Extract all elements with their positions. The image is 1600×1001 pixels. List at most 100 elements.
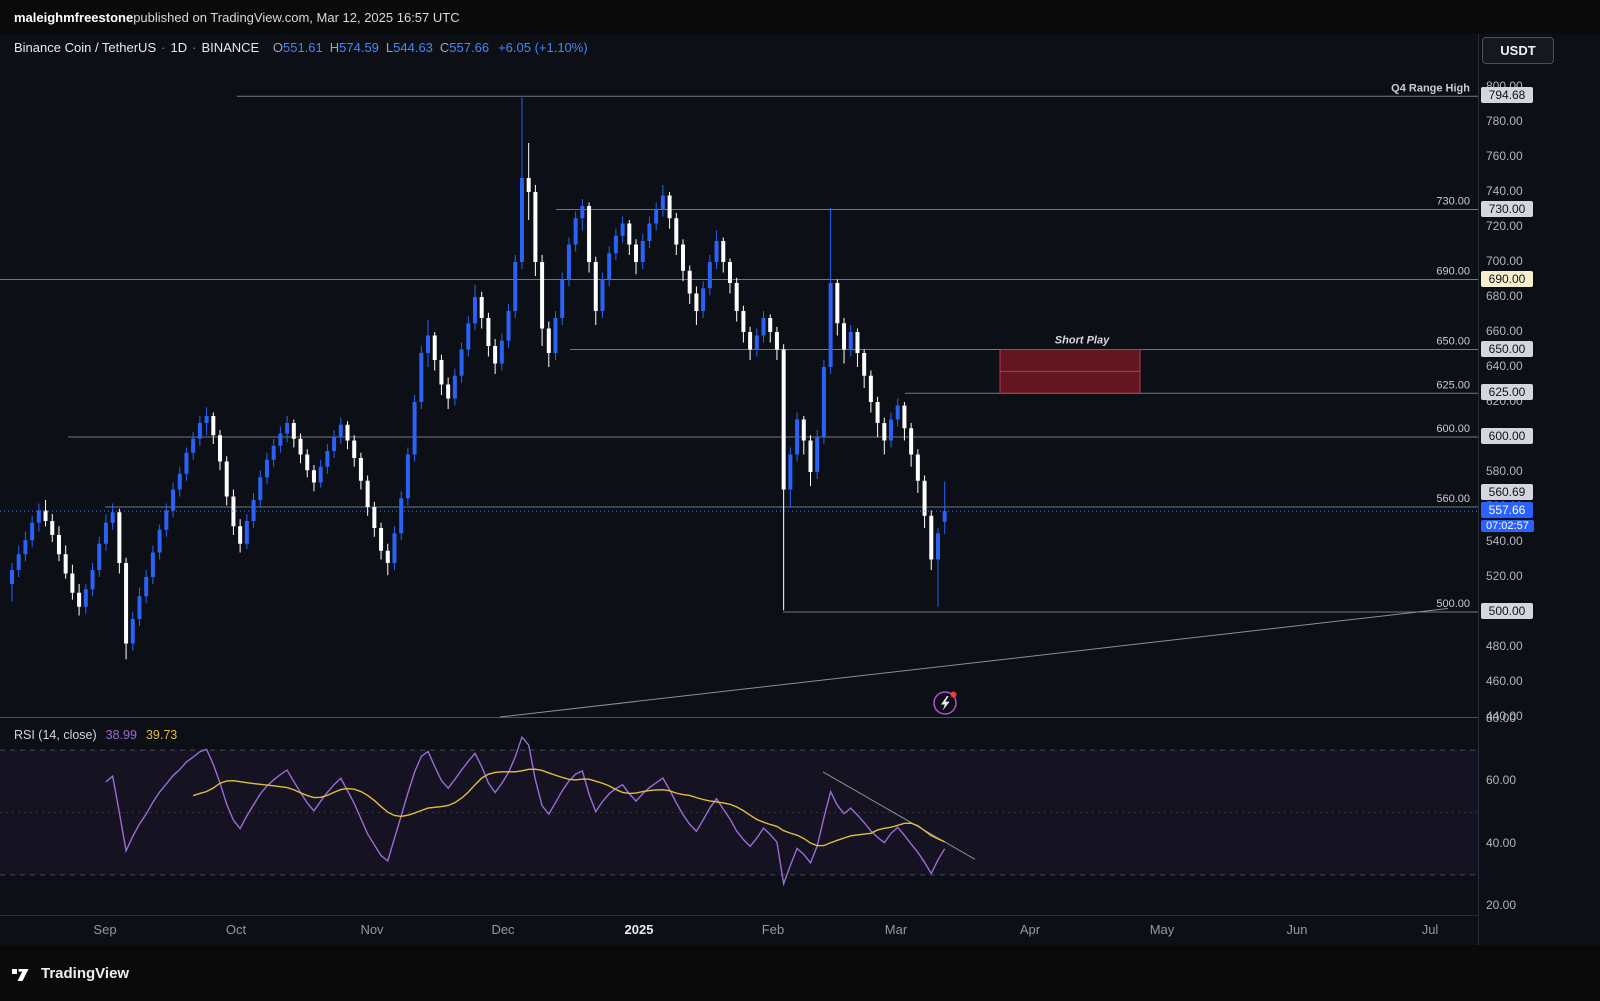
countdown-chip: 07:02:57 xyxy=(1481,520,1534,533)
candle-body xyxy=(405,454,410,499)
candle-body xyxy=(184,452,189,474)
candle-body xyxy=(660,195,665,210)
candle-body xyxy=(311,470,316,483)
candle-body xyxy=(191,438,196,453)
level-label: 500.00 xyxy=(1436,598,1470,610)
candle-body xyxy=(325,451,330,467)
time-axis-label: Jun xyxy=(1286,922,1308,937)
high-label: H xyxy=(329,40,340,55)
candle-body xyxy=(795,419,800,455)
candle-body xyxy=(909,428,914,455)
candle-body xyxy=(332,437,337,451)
candle-body xyxy=(882,423,887,441)
candle-body xyxy=(258,477,263,500)
rsi-line xyxy=(105,735,946,887)
price-level-chip: 730.00 xyxy=(1481,200,1533,217)
candle-body xyxy=(77,592,82,607)
currency-toggle-button[interactable]: USDT xyxy=(1482,37,1554,64)
level-label: Q4 Range High xyxy=(1391,82,1470,94)
last-price-chip: 557.66 xyxy=(1481,502,1533,519)
candle-body xyxy=(889,419,894,441)
tradingview-logo-icon[interactable] xyxy=(12,964,34,982)
axis-tick: 640.00 xyxy=(1486,359,1523,373)
price-level-chip: 794.68 xyxy=(1481,87,1533,104)
axis-tick: 720.00 xyxy=(1486,219,1523,233)
rsi-ma-line xyxy=(192,768,945,847)
time-axis-label: Jul xyxy=(1421,922,1439,937)
candle-body xyxy=(815,437,820,472)
axis-tick: 540.00 xyxy=(1486,534,1523,548)
candle-body xyxy=(875,402,880,423)
candle-body xyxy=(768,318,773,332)
time-axis[interactable]: Sep Oct Nov Dec 2025 Feb Mar Apr May Jun Jul xyxy=(0,915,1478,946)
candle-body xyxy=(566,244,571,280)
candle-body xyxy=(701,288,706,311)
candle-body xyxy=(741,311,746,332)
candle-body xyxy=(63,554,68,574)
candle-body xyxy=(211,416,216,436)
low-label: L xyxy=(385,40,394,55)
candle-body xyxy=(533,192,538,262)
chart-area: Q4 Range High 730.00 690.00 650.00 625.00 600… xyxy=(0,34,1600,945)
candle-body xyxy=(560,279,565,318)
candle-body xyxy=(895,405,900,420)
candle-body xyxy=(472,297,477,324)
candle-body xyxy=(727,262,732,283)
candle-body xyxy=(231,496,236,527)
candle-body xyxy=(694,293,699,311)
rsi-legend: RSI (14, close) 38.99 39.73 xyxy=(14,728,177,742)
candle-body xyxy=(734,283,739,311)
flash-icon[interactable] xyxy=(933,691,957,715)
candle-body xyxy=(855,332,860,353)
time-axis-label: May xyxy=(1149,922,1175,937)
candle-body xyxy=(526,178,531,192)
candle-body xyxy=(942,511,947,522)
rsi-value: 38.99 xyxy=(105,728,137,742)
candle-body xyxy=(600,279,605,311)
symbol-title[interactable]: Binance Coin / TetherUS xyxy=(14,40,157,55)
interval-label[interactable]: 1D xyxy=(170,40,188,55)
candle-body xyxy=(345,424,350,441)
candles-layer xyxy=(10,97,947,660)
candle-body xyxy=(385,550,390,563)
candle-body xyxy=(835,283,840,324)
ascending-trendline[interactable] xyxy=(499,608,1449,718)
candle-body xyxy=(83,589,88,607)
candle-body xyxy=(264,459,269,478)
symbol-legend: Binance Coin / TetherUS · 1D · BINANCE O551.… xyxy=(14,40,588,55)
low-value: 544.63 xyxy=(393,40,433,55)
rsi-title[interactable]: RSI (14, close) xyxy=(14,728,97,742)
candle-body xyxy=(144,577,149,597)
candle-body xyxy=(687,270,692,294)
candle-body xyxy=(157,529,162,553)
chart-canvas[interactable]: Q4 Range High 730.00 690.00 650.00 625.00 600… xyxy=(0,34,1478,915)
rsi-trendline[interactable] xyxy=(822,771,976,860)
candle-body xyxy=(338,424,343,437)
price-level-chip: 625.00 xyxy=(1481,384,1533,401)
candle-body xyxy=(110,512,115,523)
candle-body xyxy=(50,521,55,535)
candle-body xyxy=(426,335,431,353)
candle-body xyxy=(36,510,41,523)
candle-body xyxy=(714,241,719,262)
candle-body xyxy=(801,419,806,441)
candle-body xyxy=(285,423,290,434)
candle-body xyxy=(56,535,61,555)
close-label: C xyxy=(439,40,450,55)
published-bar: maleighmfreestone published on TradingVi… xyxy=(0,0,1600,34)
rsi-ma-value: 39.73 xyxy=(145,728,178,742)
candle-body xyxy=(244,521,249,544)
time-axis-label: Dec xyxy=(491,922,515,937)
tradingview-brand[interactable]: TradingView xyxy=(41,964,130,982)
rsi-band xyxy=(0,750,1478,875)
candle-body xyxy=(808,440,813,472)
axis-tick: 740.00 xyxy=(1486,184,1523,198)
published-text: published on TradingView.com, Mar 12, 20… xyxy=(133,9,460,25)
candle-body xyxy=(372,507,377,528)
candle-body xyxy=(291,423,296,439)
open-value: 551.61 xyxy=(282,40,323,55)
candle-body xyxy=(788,454,793,490)
level-label: 730.00 xyxy=(1436,196,1470,208)
price-scale[interactable]: 800.00 780.00 760.00 740.00 720.00 700.00 680.… xyxy=(1478,34,1600,945)
